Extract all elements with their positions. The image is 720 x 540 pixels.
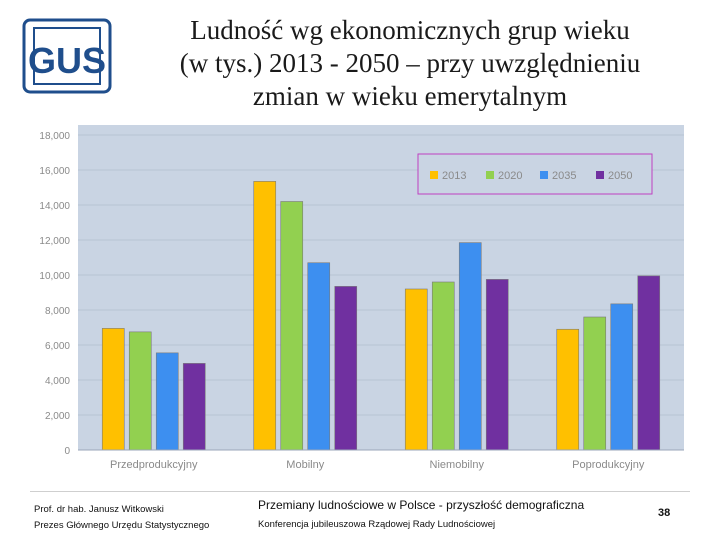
slide-title: Ludność wg ekonomicznych grup wieku (w t… <box>120 14 700 113</box>
y-tick-label: 6,000 <box>45 341 70 352</box>
x-tick-label: Przedprodukcyjny <box>110 459 198 471</box>
logo-inner-frame <box>33 27 101 85</box>
population-bar-chart: 0 2,000 4,000 6,000 8,000 10,000 12,000 14,000 1… <box>39 125 684 471</box>
x-tick-label: Niemobilny <box>430 459 485 471</box>
legend-swatch-2013 <box>430 171 438 179</box>
y-tick-label: 4,000 <box>45 376 70 387</box>
x-tick-label: Poprodukcyjny <box>572 459 645 471</box>
y-tick-label: 16,000 <box>39 166 70 177</box>
gus-logo: GUS <box>22 18 112 94</box>
footer-divider <box>30 491 690 492</box>
y-tick-label: 18,000 <box>39 131 70 142</box>
footer-presentation-title: Przemiany ludnościowe w Polsce - przyszł… <box>258 498 585 512</box>
bar-2050-3 <box>485 279 509 451</box>
bar-2013-1 <box>101 328 125 451</box>
bar-2050-2 <box>334 286 358 451</box>
bar-2020-4 <box>583 316 607 451</box>
x-tick-label: Mobilny <box>286 459 324 471</box>
y-tick-label: 12,000 <box>39 236 70 247</box>
logo-text: GUS <box>28 40 106 81</box>
title-line-1: Ludność wg ekonomicznych grup wieku <box>190 15 630 45</box>
bar-2013-4 <box>556 328 580 451</box>
y-tick-label: 2,000 <box>45 411 70 422</box>
legend-label-2035: 2035 <box>552 170 576 182</box>
y-tick-label: 0 <box>64 446 70 457</box>
gridlines <box>78 134 684 451</box>
bars <box>101 181 661 451</box>
bar-2035-2 <box>307 262 331 451</box>
footer-author-role: Prezes Głównego Urzędu Statystycznego <box>34 520 210 531</box>
bar-2035-1 <box>155 352 179 451</box>
bar-2020-3 <box>431 281 455 451</box>
page-number: 38 <box>658 507 671 519</box>
legend: 2013 2020 2035 2050 <box>417 153 653 195</box>
x-axis: Przedprodukcyjny Mobilny Niemobilny Poprodu… <box>78 449 684 471</box>
title-line-3: zmian w wieku emerytalnym <box>252 81 568 111</box>
legend-label-2050: 2050 <box>608 170 632 182</box>
footer-author-block: Prof. dr hab. Janusz Witkowski Prezes Gł… <box>34 502 209 534</box>
bar-2020-1 <box>128 331 152 451</box>
y-tick-label: 8,000 <box>45 306 70 317</box>
bar-2013-3 <box>404 288 428 451</box>
y-tick-label: 10,000 <box>39 271 70 282</box>
bar-2035-4 <box>610 303 634 451</box>
bar-2035-3 <box>458 242 482 451</box>
footer-author: Prof. dr hab. Janusz Witkowski <box>34 504 164 515</box>
title-line-2: (w tys.) 2013 - 2050 – przy uwzględnieni… <box>179 48 641 78</box>
bar-2013-2 <box>253 181 277 451</box>
bar-2020-2 <box>280 201 304 451</box>
legend-swatch-2020 <box>486 171 494 179</box>
footer-conference: Konferencja jubileuszowa Rządowej Rady L… <box>258 519 496 530</box>
legend-swatch-2035 <box>540 171 548 179</box>
bar-2050-4 <box>637 275 661 451</box>
legend-swatch-2050 <box>596 171 604 179</box>
legend-label-2013: 2013 <box>442 170 466 182</box>
legend-label-2020: 2020 <box>498 170 522 182</box>
legend-box <box>417 153 653 195</box>
logo-frame <box>22 18 112 94</box>
y-tick-label: 14,000 <box>39 201 70 212</box>
bar-2050-1 <box>182 363 206 451</box>
y-axis: 0 2,000 4,000 6,000 8,000 10,000 12,000 14,000 1… <box>39 131 70 457</box>
